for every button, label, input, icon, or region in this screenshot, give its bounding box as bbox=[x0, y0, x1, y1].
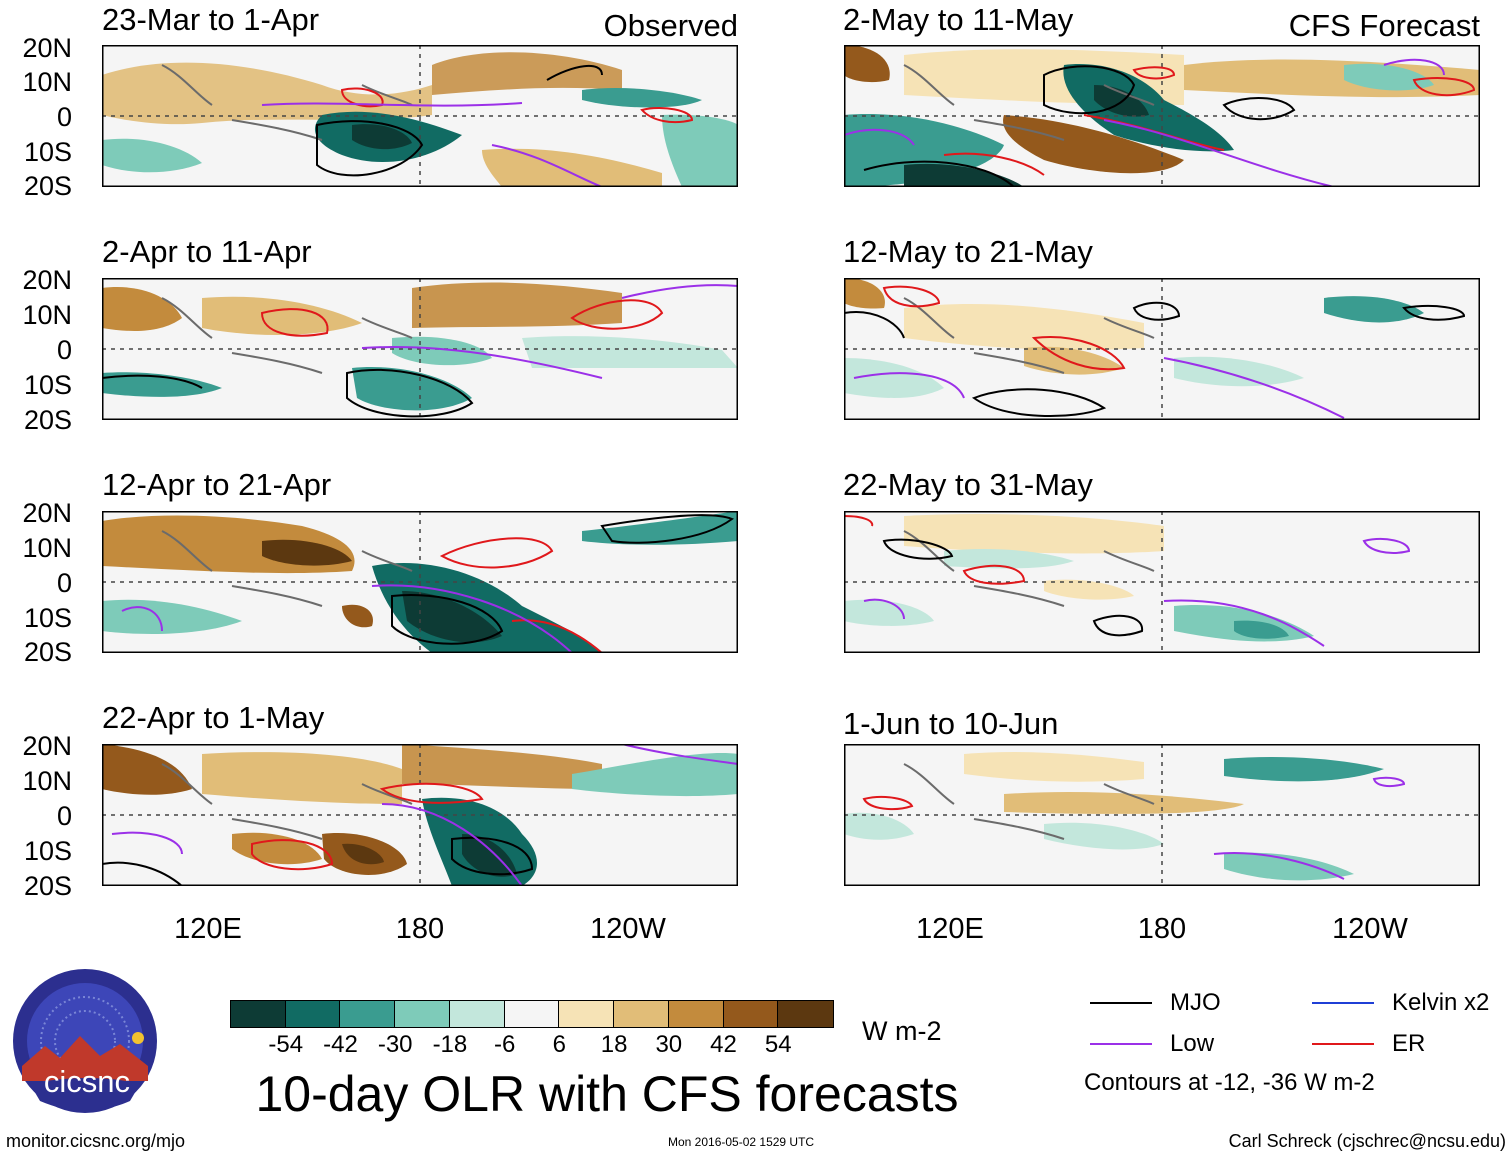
footer-author[interactable]: Carl Schreck (cjschrec@ncsu.edu) bbox=[1228, 1131, 1506, 1151]
colorbar-tick-label: -30 bbox=[377, 1031, 413, 1058]
footer-timestamp: Mon 2016-05-02 1529 UTC bbox=[668, 1135, 815, 1149]
colorbar-swatch bbox=[449, 1001, 505, 1027]
y-tick-label: 10S bbox=[23, 836, 72, 866]
y-tick-label: 10N bbox=[22, 533, 72, 563]
y-tick-label: 20S bbox=[23, 171, 72, 201]
colorbar-swatch bbox=[614, 1001, 669, 1027]
olr-map-panel bbox=[102, 45, 738, 187]
colorbar bbox=[230, 1000, 834, 1028]
y-tick-label: 10N bbox=[22, 67, 72, 97]
colorbar-unit: W m-2 bbox=[862, 1016, 942, 1046]
colorbar-swatch bbox=[285, 1001, 341, 1027]
mjo-legend-line bbox=[1090, 1002, 1152, 1004]
panel-title: 22-Apr to 1-May bbox=[102, 700, 325, 735]
legend-label: MJO bbox=[1170, 989, 1221, 1016]
colorbar-swatch bbox=[231, 1001, 286, 1027]
kelvin-legend-line bbox=[1312, 1002, 1374, 1004]
x-tick-label: 180 bbox=[1137, 913, 1187, 945]
y-tick-label: 20N bbox=[22, 33, 72, 63]
y-tick-label: 10S bbox=[23, 603, 72, 633]
panel-title: 12-Apr to 21-Apr bbox=[102, 467, 332, 502]
colorbar-swatch bbox=[723, 1001, 779, 1027]
olr-map-panel bbox=[102, 278, 738, 420]
y-tick-label: 20N bbox=[22, 265, 72, 295]
y-tick-label: 0 bbox=[56, 568, 72, 598]
panel-title: 1-Jun to 10-Jun bbox=[843, 706, 1059, 741]
cicsnc-logo: cicsnc bbox=[10, 966, 160, 1116]
y-tick-label: 10S bbox=[23, 370, 72, 400]
olr-map-panel bbox=[844, 511, 1480, 653]
y-tick-label: 20N bbox=[22, 731, 72, 761]
colorbar-swatch bbox=[778, 1001, 833, 1027]
y-tick-label: 0 bbox=[56, 102, 72, 132]
colorbar-swatch bbox=[504, 1001, 560, 1027]
cfs-forecast-label: CFS Forecast bbox=[1288, 8, 1480, 43]
olr-map-panel bbox=[102, 511, 738, 653]
panel-title: 2-Apr to 11-Apr bbox=[102, 234, 312, 269]
colorbar-tick-label: 30 bbox=[655, 1031, 683, 1058]
legend-label: Low bbox=[1170, 1030, 1215, 1057]
contour-note: Contours at -12, -36 W m-2 bbox=[1084, 1069, 1375, 1096]
y-tick-label: 10N bbox=[22, 300, 72, 330]
colorbar-tick-label: -42 bbox=[323, 1031, 358, 1058]
main-title: 10-day OLR with CFS forecasts bbox=[255, 1066, 959, 1122]
colorbar-swatch bbox=[395, 1001, 450, 1027]
x-tick-label: 120W bbox=[590, 913, 666, 945]
colorbar-swatch bbox=[668, 1001, 724, 1027]
y-tick-label: 20S bbox=[23, 637, 72, 667]
colorbar-tick-label: -18 bbox=[432, 1031, 468, 1058]
panel-title: 23-Mar to 1-Apr bbox=[102, 2, 320, 37]
y-tick-label: 0 bbox=[56, 335, 72, 365]
y-tick-label: 10S bbox=[23, 137, 72, 167]
colorbar-swatch bbox=[340, 1001, 396, 1027]
observed-label: Observed bbox=[603, 8, 738, 43]
x-tick-label: 120W bbox=[1332, 913, 1408, 945]
x-tick-label: 120E bbox=[174, 913, 242, 945]
colorbar-tick-label: -54 bbox=[268, 1031, 304, 1058]
x-tick-label: 120E bbox=[916, 913, 984, 945]
y-tick-label: 20S bbox=[23, 405, 72, 435]
colorbar-tick-label: 54 bbox=[764, 1031, 792, 1058]
y-tick-label: 20N bbox=[22, 498, 72, 528]
colorbar-tick-label: -6 bbox=[493, 1031, 516, 1058]
olr-map-panel bbox=[844, 744, 1480, 886]
colorbar-tick-label: 6 bbox=[552, 1031, 567, 1058]
panel-title: 12-May to 21-May bbox=[843, 234, 1093, 269]
colorbar-swatch bbox=[559, 1001, 615, 1027]
olr-map-panel bbox=[844, 278, 1480, 420]
logo-text: cicsnc bbox=[43, 1064, 131, 1099]
olr-map-panel bbox=[102, 744, 738, 886]
legend-label: Kelvin x2 bbox=[1392, 989, 1490, 1016]
legend-label: ER bbox=[1392, 1030, 1426, 1057]
olr-map-panel bbox=[844, 45, 1480, 187]
panel-title: 22-May to 31-May bbox=[843, 467, 1093, 502]
footer-url[interactable]: monitor.cicsnc.org/mjo bbox=[6, 1131, 186, 1151]
colorbar-tick-label: 18 bbox=[600, 1031, 628, 1058]
panel-title: 2-May to 11-May bbox=[843, 2, 1074, 37]
colorbar-tick-label: 42 bbox=[710, 1031, 737, 1058]
low-legend-line bbox=[1090, 1043, 1152, 1045]
y-tick-label: 10N bbox=[22, 766, 72, 796]
y-tick-label: 0 bbox=[56, 801, 72, 831]
x-tick-label: 180 bbox=[395, 913, 445, 945]
er-legend-line bbox=[1312, 1043, 1374, 1045]
y-tick-label: 20S bbox=[23, 871, 72, 901]
